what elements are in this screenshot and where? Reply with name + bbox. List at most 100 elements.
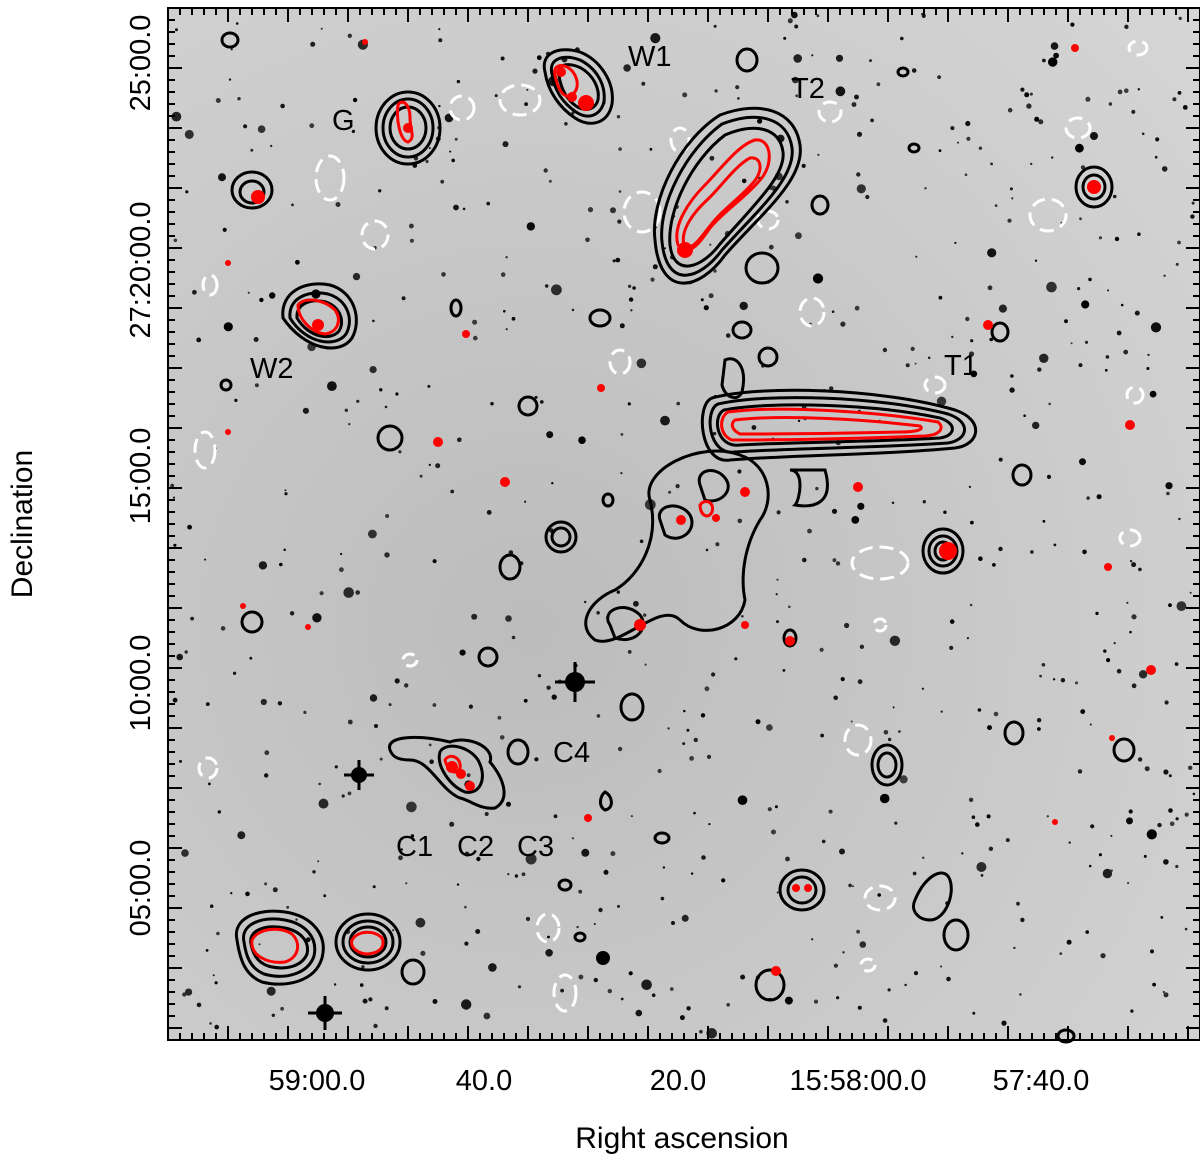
star: [1120, 303, 1124, 307]
star: [373, 1023, 378, 1029]
star: [721, 878, 726, 883]
star: [949, 619, 955, 624]
star: [914, 362, 917, 365]
star: [232, 671, 237, 675]
star: [505, 615, 512, 622]
star: [978, 556, 983, 561]
star: [987, 725, 992, 731]
star: [1066, 939, 1072, 945]
star: [1164, 700, 1169, 705]
star: [543, 168, 548, 173]
star: [715, 542, 720, 547]
star: [797, 419, 801, 423]
white-contour: [608, 348, 632, 376]
star: [610, 851, 616, 857]
star: [776, 578, 779, 581]
star: [618, 147, 622, 151]
star: [576, 925, 579, 929]
star: [978, 146, 983, 150]
star: [686, 728, 690, 732]
star: [964, 173, 968, 176]
star: [428, 147, 431, 150]
star: [1105, 355, 1110, 359]
star: [384, 552, 390, 558]
star: [534, 757, 539, 762]
star: [475, 929, 481, 934]
star: [351, 129, 356, 134]
star: [828, 809, 833, 814]
star: [323, 894, 327, 898]
red-blob: [939, 542, 957, 560]
star: [856, 184, 866, 194]
star: [709, 155, 715, 161]
star: [187, 524, 193, 530]
star: [992, 563, 996, 567]
star: [312, 613, 322, 623]
star: [792, 76, 799, 84]
star: [833, 695, 838, 701]
star: [235, 22, 239, 25]
star: [1184, 927, 1188, 931]
star: [319, 591, 324, 596]
star: [650, 277, 655, 282]
star: [1154, 155, 1158, 159]
star: [228, 78, 232, 81]
star: [1176, 601, 1187, 611]
star: [887, 988, 891, 992]
star: [536, 55, 542, 61]
star: [551, 482, 554, 485]
star: [544, 284, 549, 288]
star: [471, 613, 478, 620]
star: [891, 501, 895, 505]
star: [887, 737, 892, 742]
red-blob: [465, 781, 475, 791]
star: [954, 241, 957, 244]
star: [990, 162, 993, 166]
x-tick-label: 20.0: [650, 1065, 706, 1097]
contour-source-left: [230, 170, 274, 210]
star: [440, 179, 445, 184]
star: [639, 539, 644, 544]
white-contour: [1064, 116, 1092, 140]
star: [612, 259, 616, 263]
star: [1059, 952, 1063, 955]
star: [1166, 491, 1170, 496]
star: [259, 297, 264, 303]
star: [1128, 809, 1133, 814]
red-blob: [1052, 819, 1058, 825]
star: [740, 974, 746, 980]
star: [1129, 630, 1132, 634]
star: [1162, 990, 1165, 994]
red-blob: [362, 39, 368, 45]
star: [630, 309, 633, 312]
red-blob: [792, 884, 800, 892]
star: [368, 997, 373, 1002]
star: [1100, 953, 1106, 959]
star: [352, 97, 358, 103]
star: [972, 1011, 976, 1015]
star: [432, 703, 437, 707]
star: [836, 996, 840, 1000]
star: [751, 425, 757, 430]
red-contour-t2-inner: [681, 156, 762, 249]
star: [993, 711, 999, 717]
label-w2: W2: [250, 353, 294, 385]
red-blob: [1125, 420, 1135, 430]
star: [1050, 42, 1059, 50]
white-contour: [1127, 39, 1149, 57]
star: [832, 558, 837, 563]
star: [1129, 559, 1133, 563]
star: [1184, 812, 1189, 817]
star: [664, 247, 667, 250]
star: [368, 529, 377, 539]
star: [173, 543, 177, 547]
star: [851, 102, 857, 107]
star: [1131, 614, 1137, 620]
star: [514, 874, 519, 878]
star: [1019, 993, 1022, 996]
star: [1039, 674, 1042, 678]
red-contour-central: [698, 500, 715, 518]
contour-w2: [281, 282, 358, 350]
star: [662, 866, 666, 869]
star: [1041, 663, 1046, 667]
